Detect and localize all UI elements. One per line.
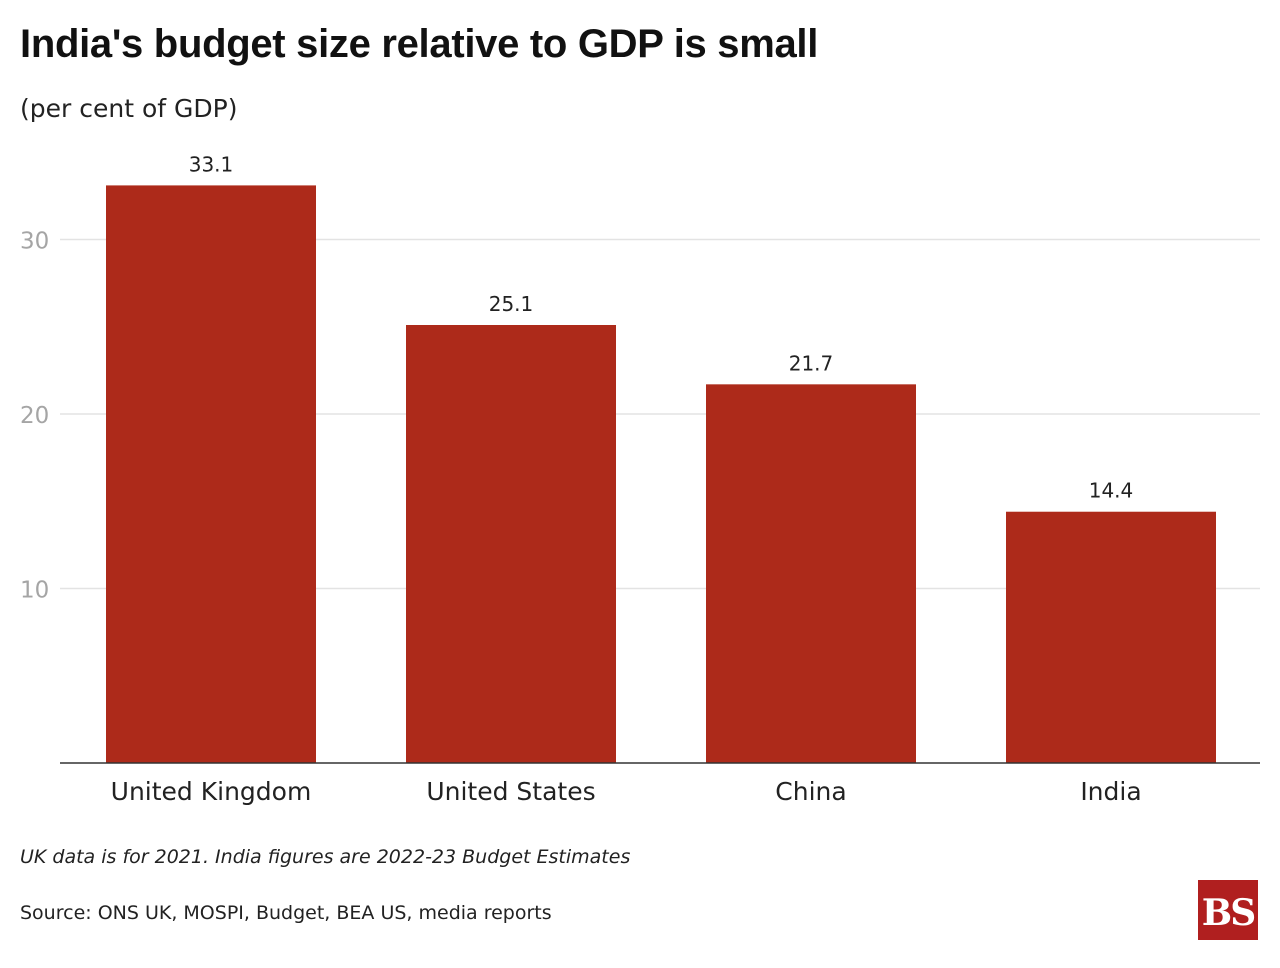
- bar: [1006, 511, 1216, 763]
- source-note: Source: ONS UK, MOSPI, Budget, BEA US, m…: [20, 902, 552, 924]
- x-tick-label: United Kingdom: [111, 777, 312, 806]
- x-tick-label: China: [775, 777, 846, 806]
- x-tick-label: India: [1080, 777, 1141, 806]
- x-axis-ticks: United Kingdom United States China India: [111, 777, 1142, 806]
- bars: [106, 185, 1216, 763]
- bar: [106, 185, 316, 763]
- value-labels: 33.1 25.1 21.7 14.4: [189, 152, 1134, 502]
- y-tick-label: 30: [20, 229, 49, 255]
- bar: [706, 384, 916, 763]
- x-tick-label: United States: [426, 777, 595, 806]
- data-label: 25.1: [489, 292, 534, 316]
- chart-title: India's budget size relative to GDP is s…: [20, 22, 819, 66]
- chart-subtitle: (per cent of GDP): [20, 94, 238, 123]
- y-tick-label: 10: [20, 578, 49, 604]
- bar: [406, 325, 616, 763]
- y-axis-ticks: 10 20 30: [20, 229, 49, 604]
- y-tick-label: 20: [20, 403, 49, 429]
- logo-text: BS: [1202, 892, 1254, 934]
- data-label: 14.4: [1089, 479, 1134, 503]
- footnote: UK data is for 2021. India figures are 2…: [20, 846, 631, 868]
- data-label: 21.7: [789, 351, 834, 375]
- bs-logo: BS: [1198, 880, 1258, 940]
- data-label: 33.1: [189, 152, 234, 176]
